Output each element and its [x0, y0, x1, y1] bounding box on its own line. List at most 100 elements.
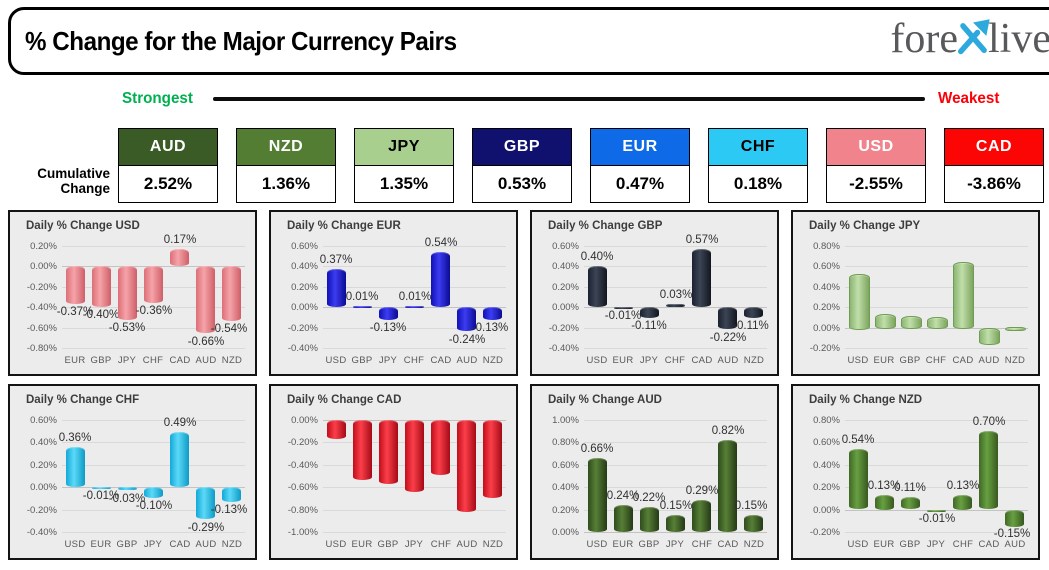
- page-title: % Change for the Major Currency Pairs: [25, 25, 457, 56]
- x-axis-category-label: AUD: [456, 539, 478, 550]
- bar-eur: [66, 266, 85, 304]
- currency-box-aud: AUD 2.52%: [118, 128, 218, 203]
- x-axis-category-label: USD: [586, 355, 608, 366]
- strongest-label: Strongest: [122, 90, 193, 107]
- bar-gbp: [118, 487, 137, 490]
- currency-code: GBP: [473, 129, 571, 166]
- x-axis-category-label: JPY: [404, 539, 424, 550]
- y-axis-tick-label: 0.20%: [30, 241, 57, 252]
- bar-aud: [457, 420, 476, 512]
- gridline: [62, 246, 245, 247]
- data-label: -0.54%: [210, 323, 248, 335]
- logo-x-arrow-icon: [958, 19, 990, 55]
- cumulative-value: -2.55%: [827, 166, 925, 202]
- y-axis-tick-label: -0.80%: [287, 505, 318, 516]
- gridline: [584, 328, 767, 329]
- chart-daily-pct-change-eur: Daily % Change EUR 0.60% 0.40% 0.20% 0.00% -0…: [269, 210, 518, 376]
- bar-usd: [327, 269, 346, 307]
- x-axis-category-label: GBP: [351, 355, 373, 366]
- x-axis-category-label: CHF: [664, 355, 686, 366]
- bar-cad: [718, 440, 737, 532]
- y-axis-tick-label: 0.60%: [30, 415, 57, 426]
- x-axis-category-label: CHF: [403, 355, 425, 366]
- y-axis-tick-label: 0.40%: [552, 482, 579, 493]
- bar-eur: [875, 495, 894, 510]
- bar-gbp: [901, 316, 922, 329]
- bar-eur: [353, 420, 372, 480]
- daily-change-charts-grid: Daily % Change USD 0.20% 0.00% -0.20% -0.40%…: [8, 210, 1041, 560]
- data-label: -0.13%: [210, 504, 248, 516]
- bar-aud: [1005, 510, 1024, 527]
- data-label: 0.13%: [867, 480, 901, 492]
- chart-daily-pct-change-chf: Daily % Change CHF 0.60% 0.40% 0.20% 0.00% -0…: [8, 384, 257, 560]
- gridline: [845, 442, 1028, 443]
- cumulative-value: 0.47%: [591, 166, 689, 202]
- y-axis-tick-label: -0.40%: [26, 302, 57, 313]
- gridline: [323, 287, 506, 288]
- data-label: -0.40%: [82, 309, 120, 321]
- data-label: 0.01%: [345, 291, 379, 303]
- gridline: [584, 442, 767, 443]
- x-axis-category-label: NZD: [221, 355, 243, 366]
- data-label: 0.66%: [580, 443, 614, 455]
- x-axis-category-label: EUR: [612, 355, 634, 366]
- y-axis-tick-label: -0.60%: [287, 482, 318, 493]
- gridline: [62, 532, 245, 533]
- x-axis-category-label: NZD: [743, 355, 765, 366]
- y-axis-tick-label: 0.60%: [291, 241, 318, 252]
- data-label: 0.36%: [58, 432, 92, 444]
- bar-chf: [431, 420, 450, 475]
- gridline: [584, 266, 767, 267]
- currency-box-nzd: NZD 1.36%: [236, 128, 336, 203]
- x-axis-category-label: USD: [64, 539, 86, 550]
- y-axis-tick-label: -0.20%: [287, 437, 318, 448]
- bar-aud: [196, 266, 215, 333]
- x-axis-category-label: GBP: [116, 539, 138, 550]
- bar-eur: [614, 505, 633, 532]
- y-axis-tick-label: 0.20%: [552, 282, 579, 293]
- y-axis-tick-label: -1.00%: [287, 527, 318, 538]
- y-axis-tick-label: 0.20%: [552, 505, 579, 516]
- bar-nzd: [744, 307, 763, 318]
- y-axis-tick-label: 0.00%: [813, 505, 840, 516]
- y-axis-tick-label: -0.20%: [287, 323, 318, 334]
- gridline: [62, 442, 245, 443]
- y-axis-tick-label: 0.20%: [813, 302, 840, 313]
- y-axis-tick-label: 0.60%: [552, 460, 579, 471]
- chart-daily-pct-change-usd: Daily % Change USD 0.20% 0.00% -0.20% -0.40%…: [8, 210, 257, 376]
- y-axis-tick-label: 0.00%: [291, 415, 318, 426]
- x-axis-category-label: CAD: [430, 355, 452, 366]
- data-label: 0.11%: [894, 482, 926, 494]
- x-axis-category-label: NZD: [482, 539, 504, 550]
- data-label: -0.22%: [709, 332, 747, 344]
- y-axis-tick-label: 0.00%: [552, 527, 579, 538]
- x-axis-category-label: EUR: [351, 539, 373, 550]
- currency-box-gbp: GBP 0.53%: [472, 128, 572, 203]
- x-axis-category-label: CHF: [430, 539, 452, 550]
- gridline: [323, 246, 506, 247]
- bar-jpy: [118, 266, 137, 320]
- y-axis-tick-label: -0.20%: [26, 505, 57, 516]
- gridline: [584, 348, 767, 349]
- x-axis-category-label: JPY: [117, 355, 137, 366]
- gridline: [323, 266, 506, 267]
- x-axis-category-label: AUD: [978, 355, 1000, 366]
- gridline: [62, 348, 245, 349]
- weakest-label: Weakest: [938, 90, 1000, 107]
- cumulative-value: 1.36%: [237, 166, 335, 202]
- chart-daily-pct-change-nzd: Daily % Change NZD 0.80% 0.60% 0.40% 0.20% 0.…: [791, 384, 1040, 560]
- x-axis-category-label: NZD: [1004, 355, 1026, 366]
- gridline: [584, 510, 767, 511]
- x-axis-category-label: AUD: [717, 355, 739, 366]
- data-label: -0.29%: [187, 522, 225, 534]
- x-axis-category-label: AUD: [1004, 539, 1026, 550]
- gridline: [845, 465, 1028, 466]
- data-label: -0.11%: [733, 320, 769, 332]
- x-axis-category-label: JPY: [378, 355, 398, 366]
- chart-daily-pct-change-gbp: Daily % Change GBP 0.60% 0.40% 0.20% 0.00% -0…: [530, 210, 779, 376]
- y-axis-tick-label: -0.40%: [287, 343, 318, 354]
- gridline: [584, 487, 767, 488]
- y-axis-tick-label: -0.20%: [809, 343, 840, 354]
- y-axis-tick-label: 0.00%: [813, 323, 840, 334]
- gridline: [845, 532, 1028, 533]
